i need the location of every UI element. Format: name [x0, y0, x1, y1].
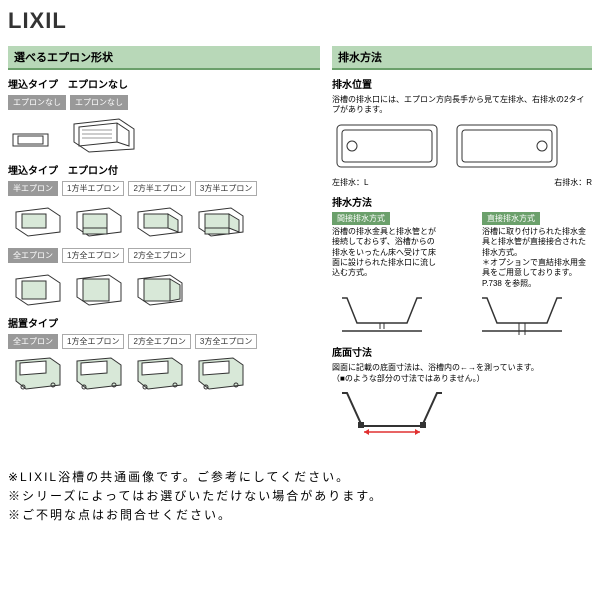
drain-position-diagram-icon: [332, 120, 562, 175]
tub-diagram-icon: [8, 267, 63, 307]
tag: 2方半エプロン: [128, 181, 190, 196]
direct-drain-icon: [472, 293, 572, 338]
tub-diagram-icon: [191, 200, 246, 240]
group3-diagrams: [8, 353, 320, 393]
tub-diagram-icon: [191, 353, 246, 393]
method1-desc: 浴槽の排水金具と排水管とが接続しておらず、浴槽からの排水をいったん床へ受けて床面…: [332, 227, 442, 279]
group2-subtitle: 埋込タイプ エプロン付: [8, 162, 320, 177]
left-column: 選べるエプロン形状 埋込タイプ エプロンなし エプロンなし エプロンなし 埋込タ…: [8, 46, 320, 438]
group2-row2-tags: 全エプロン 1方全エプロン 2方全エプロン: [8, 248, 320, 263]
tub-diagram-icon: [8, 353, 63, 393]
brand-logo: LIXIL: [8, 8, 592, 34]
tag: 全エプロン: [8, 248, 58, 263]
tag: 2方全エプロン: [128, 248, 190, 263]
drain-pos-subtitle: 排水位置: [332, 76, 592, 91]
footer-notes: ※LIXIL浴槽の共通画像です。ご参考にしてください。 ※シリーズによってはお選…: [8, 468, 592, 526]
method2-col: 直接排水方式 浴槽に取り付けられた排水金具と排水管が直接接合された排水方式。 ＊…: [482, 213, 592, 293]
tag: 全エプロン: [8, 334, 58, 349]
right-section-title: 排水方法: [332, 46, 592, 70]
footer-line: ※シリーズによってはお選びいただけない場合があります。: [8, 487, 592, 506]
tub-diagram-icon: [69, 114, 139, 154]
method2-desc: 浴槽に取り付けられた排水金具と排水管が直接接合された排水方式。 ＊オプションで直…: [482, 227, 592, 289]
tag: 2方全エプロン: [128, 334, 190, 349]
tub-diagram-icon: [130, 267, 185, 307]
drain-method-row: 間接排水方式 浴槽の排水金具と排水管とが接続しておらず、浴槽からの排水をいったん…: [332, 213, 592, 293]
tag: エプロンなし: [8, 95, 66, 110]
left-drain-label: 左排水：L: [332, 177, 368, 188]
main-columns: 選べるエプロン形状 埋込タイプ エプロンなし エプロンなし エプロンなし 埋込タ…: [8, 46, 592, 438]
tub-diagram-icon: [69, 353, 124, 393]
left-section-title: 選べるエプロン形状: [8, 46, 320, 70]
tag: 1方半エプロン: [62, 181, 124, 196]
tub-diagram-icon: [69, 200, 124, 240]
tag: 3方半エプロン: [195, 181, 257, 196]
bottom-dimension-icon: [332, 388, 452, 438]
indirect-drain-icon: [332, 293, 432, 338]
tag: 1方全エプロン: [62, 248, 124, 263]
group2-row1-tags: 半エプロン 1方半エプロン 2方半エプロン 3方半エプロン: [8, 181, 320, 196]
drain-method-diagrams: [332, 293, 592, 338]
footer-line: ※LIXIL浴槽の共通画像です。ご参考にしてください。: [8, 468, 592, 487]
tub-diagram-icon: [8, 114, 63, 154]
right-column: 排水方法 排水位置 浴槽の排水口には、エプロン方向長手から見て左排水、右排水の2…: [332, 46, 592, 438]
method1-col: 間接排水方式 浴槽の排水金具と排水管とが接続しておらず、浴槽からの排水をいったん…: [332, 213, 442, 293]
group3-tags: 全エプロン 1方全エプロン 2方全エプロン 3方全エプロン: [8, 334, 320, 349]
bottom-dim-subtitle: 底面寸法: [332, 344, 592, 359]
tub-diagram-icon: [130, 353, 185, 393]
group1-subtitle: 埋込タイプ エプロンなし: [8, 76, 320, 91]
drain-pos-desc: 浴槽の排水口には、エプロン方向長手から見て左排水、右排水の2タイプがあります。: [332, 95, 592, 116]
bottom-dim-desc: 図面に記載の底面寸法は、浴槽内の←→を測っています。 （■のような部分の寸法では…: [332, 363, 592, 384]
tag: 3方全エプロン: [195, 334, 257, 349]
group1-diagrams: [8, 114, 320, 154]
group2-row2-diagrams: [8, 267, 320, 307]
tag: 1方全エプロン: [62, 334, 124, 349]
drain-pos-labels: 左排水：L 右排水：R: [332, 177, 592, 188]
tub-diagram-icon: [8, 200, 63, 240]
right-drain-label: 右排水：R: [554, 177, 592, 188]
tub-diagram-icon: [130, 200, 185, 240]
group3-subtitle: 据置タイプ: [8, 315, 320, 330]
tag: エプロンなし: [70, 95, 128, 110]
method1-tag: 間接排水方式: [332, 212, 390, 225]
footer-line: ※ご不明な点はお問合せください。: [8, 506, 592, 525]
tub-diagram-icon: [69, 267, 124, 307]
group1-tags: エプロンなし エプロンなし: [8, 95, 320, 110]
tag: 半エプロン: [8, 181, 58, 196]
method2-tag: 直接排水方式: [482, 212, 540, 225]
drain-method-subtitle: 排水方法: [332, 194, 592, 209]
group2-row1-diagrams: [8, 200, 320, 240]
